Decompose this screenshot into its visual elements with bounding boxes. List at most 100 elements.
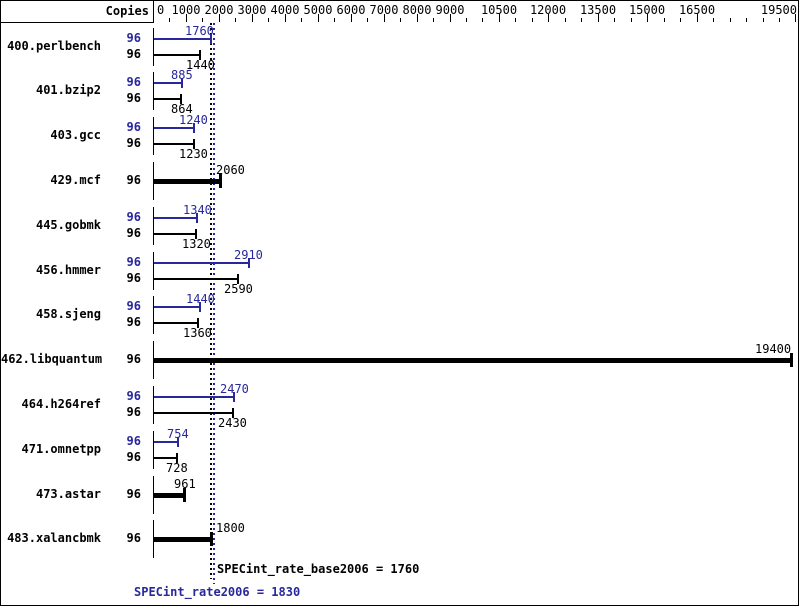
- axis-tick: [763, 18, 764, 22]
- axis-tick: [581, 18, 582, 22]
- axis-tick-label: 19500: [760, 3, 797, 17]
- axis-tick: [186, 14, 187, 22]
- axis-tick: [680, 18, 681, 22]
- row-axis-segment: [153, 520, 154, 558]
- benchmark-name: 456.hmmer: [35, 263, 101, 277]
- peak-bar: [154, 262, 249, 264]
- axis-tick: [235, 18, 236, 22]
- axis-tick: [779, 18, 780, 22]
- copies-value-peak: 96: [126, 389, 141, 403]
- spec-rate-peak-result: SPECint_rate2006 = 1830: [134, 585, 301, 599]
- copies-value-base: 96: [126, 91, 141, 105]
- peak-bar: [154, 217, 197, 219]
- copies-value: 96: [126, 487, 141, 501]
- copies-value-peak: 96: [126, 210, 141, 224]
- reference-line-base: [210, 23, 212, 579]
- copies-value: 96: [126, 173, 141, 187]
- axis-tick: [631, 18, 632, 22]
- copies-value-base: 96: [126, 226, 141, 240]
- peak-value-label: 1440: [186, 292, 215, 306]
- base-value-label: 864: [171, 102, 193, 116]
- axis-tick-label: 16500: [678, 3, 716, 17]
- axis-tick: [202, 18, 203, 22]
- base-bar-endcap: [790, 353, 793, 367]
- axis-tick: [482, 18, 483, 22]
- axis-tick: [647, 14, 648, 22]
- row-axis-segment: [153, 431, 154, 469]
- peak-bar-endcap: [193, 123, 195, 133]
- copies-value-peak: 96: [126, 434, 141, 448]
- base-bar-endcap: [180, 94, 182, 104]
- axis-tick: [433, 18, 434, 22]
- base-bar: [154, 457, 177, 459]
- row-axis-segment: [153, 117, 154, 155]
- peak-bar-endcap: [177, 437, 179, 447]
- copies-value-base: 96: [126, 47, 141, 61]
- peak-bar: [154, 396, 234, 398]
- base-bar: [154, 412, 233, 414]
- peak-value-label: 1240: [179, 113, 208, 127]
- benchmark-name: 462.libquantum: [1, 352, 103, 366]
- copies-value-base: 96: [126, 450, 141, 464]
- base-value-label: 1230: [179, 147, 208, 161]
- base-bar: [154, 537, 212, 542]
- row-axis-segment: [153, 386, 154, 424]
- axis-tick-label: 8000: [402, 3, 432, 17]
- axis-tick: [384, 14, 385, 22]
- axis-tick: [417, 14, 418, 22]
- axis-tick-label: 15000: [628, 3, 666, 17]
- peak-bar: [154, 38, 211, 40]
- base-bar: [154, 493, 185, 498]
- base-value-label: 19400: [755, 342, 792, 356]
- axis-tick-label: 7000: [369, 3, 399, 17]
- peak-value-label: 885: [171, 68, 193, 82]
- peak-value-label: 2910: [234, 248, 263, 262]
- axis-tick: [318, 14, 319, 22]
- base-value-label: 2060: [216, 163, 245, 177]
- peak-bar: [154, 127, 194, 129]
- row-axis-segment: [153, 296, 154, 334]
- spec-rate-base-result: SPECint_rate_base2006 = 1760: [217, 562, 420, 576]
- base-bar-endcap: [176, 453, 178, 463]
- peak-bar-endcap: [199, 302, 201, 312]
- peak-value-label: 1340: [183, 203, 212, 217]
- axis-tick-label: 0: [157, 3, 165, 17]
- axis-tick: [499, 14, 500, 22]
- peak-bar-endcap: [196, 213, 198, 223]
- base-bar: [154, 98, 181, 100]
- header-axis-separator: [153, 1, 154, 23]
- axis-tick: [153, 14, 154, 22]
- copies-value-base: 96: [126, 136, 141, 150]
- axis-tick: [219, 14, 220, 22]
- axis-tick: [252, 14, 253, 22]
- copies-value-peak: 96: [126, 255, 141, 269]
- benchmark-name: 483.xalancbmk: [7, 531, 101, 545]
- base-bar: [154, 278, 238, 280]
- base-value-label: 728: [166, 461, 188, 475]
- base-bar: [154, 322, 198, 324]
- axis-tick: [367, 18, 368, 22]
- base-bar: [154, 54, 200, 56]
- benchmark-name: 403.gcc: [50, 128, 101, 142]
- base-bar-endcap: [199, 50, 201, 60]
- axis-tick-label: 1000: [171, 3, 201, 17]
- peak-value-label: 754: [167, 427, 189, 441]
- axis-tick-label: 3000: [237, 3, 267, 17]
- axis-tick: [169, 18, 170, 22]
- axis-tick: [548, 14, 549, 22]
- base-bar: [154, 233, 196, 235]
- axis-tick: [268, 18, 269, 22]
- base-bar-endcap: [237, 274, 239, 284]
- row-axis-segment: [153, 162, 154, 200]
- base-value-label: 1360: [183, 326, 212, 340]
- base-value-label: 1320: [182, 237, 211, 251]
- axis-tick: [614, 18, 615, 22]
- axis-tick: [746, 18, 747, 22]
- header-underline: [1, 22, 154, 23]
- base-value-label: 2430: [218, 416, 247, 430]
- copies-value-base: 96: [126, 405, 141, 419]
- row-axis-segment: [153, 476, 154, 514]
- copies-value-base: 96: [126, 271, 141, 285]
